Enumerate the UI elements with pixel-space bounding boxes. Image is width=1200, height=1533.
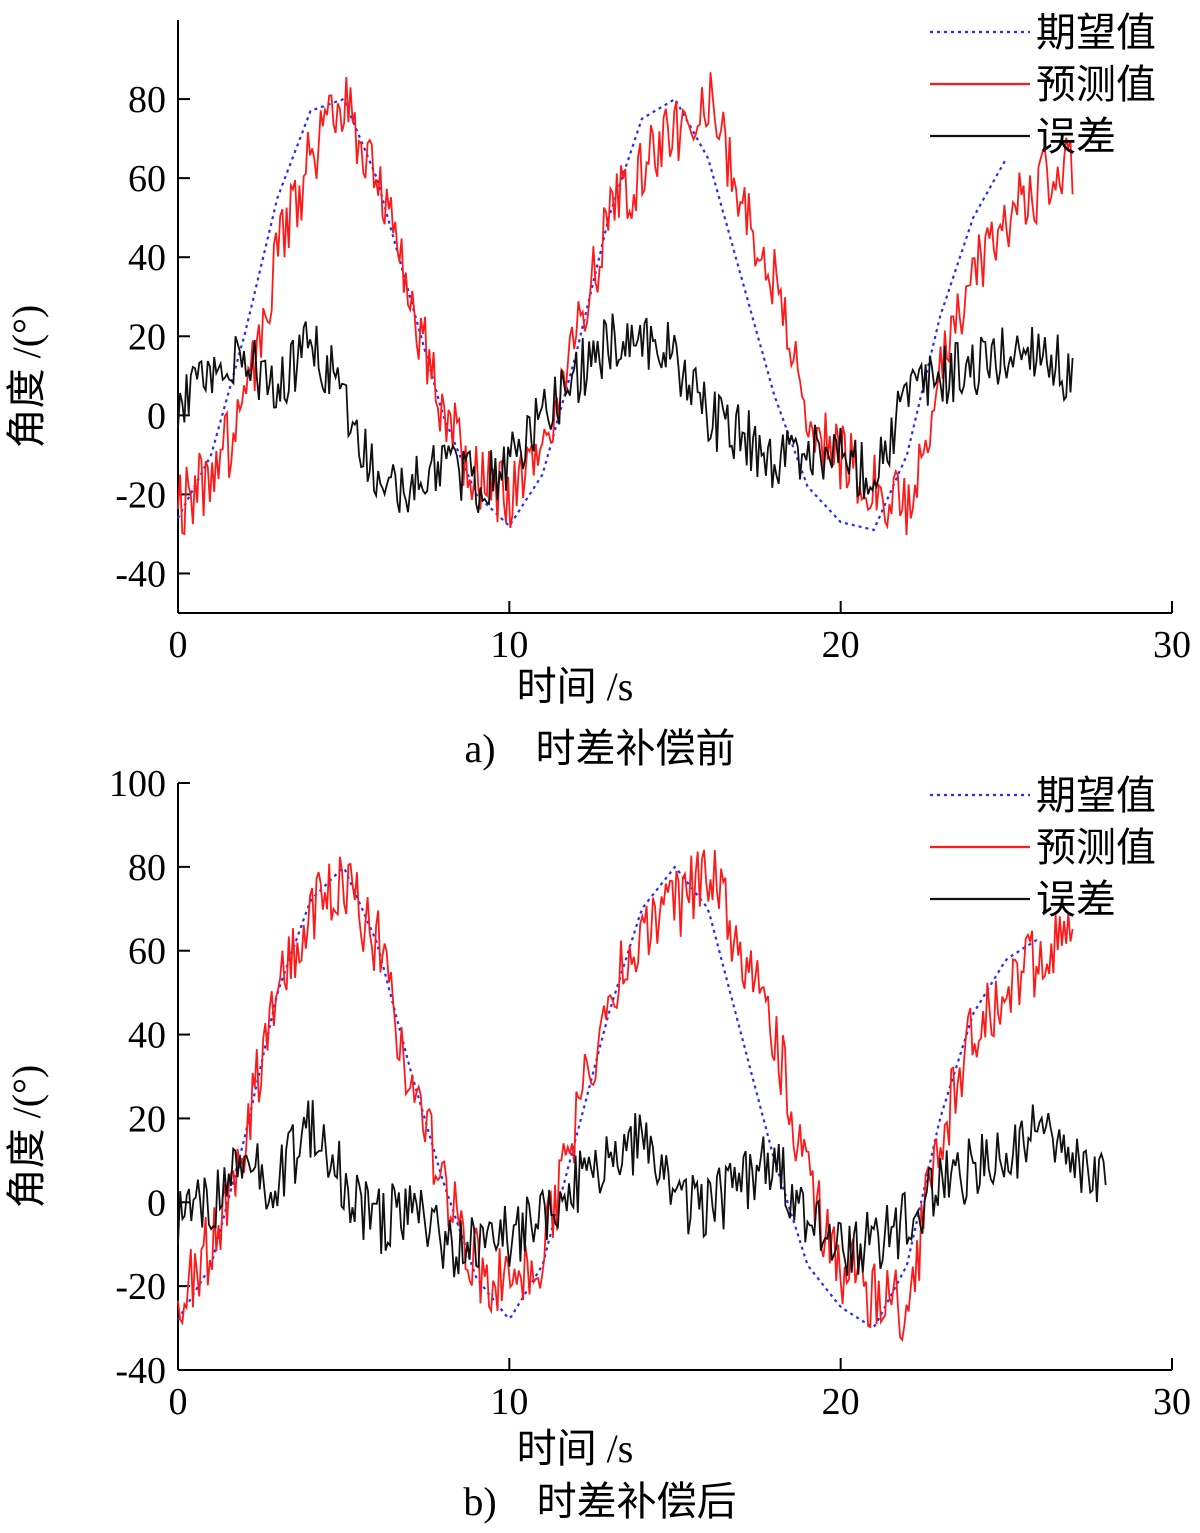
- x-tick-label: 20: [822, 624, 860, 666]
- series-line-predicted: [177, 72, 1074, 536]
- y-tick-label: 60: [128, 931, 166, 973]
- y-tick-label: 20: [128, 1098, 166, 1140]
- legend-label: 期望值: [1036, 773, 1156, 818]
- y-tick-label: 40: [128, 237, 166, 279]
- y-axis-label: 角度 /(°): [4, 1065, 49, 1209]
- y-tick-label: 0: [147, 395, 166, 437]
- series-line-error: [177, 1100, 1107, 1278]
- y-tick-label: 100: [109, 763, 166, 805]
- legend-label: 预测值: [1036, 62, 1156, 107]
- y-axis-label: 角度 /(°): [4, 305, 49, 449]
- x-tick-label: 10: [490, 624, 528, 666]
- x-tick-label: 30: [1153, 1381, 1191, 1423]
- series-line-error: [177, 313, 1074, 514]
- chart-caption: b) 时差补偿后: [463, 1479, 736, 1524]
- y-tick-label: -20: [115, 474, 166, 516]
- y-tick-label: -40: [115, 1350, 166, 1392]
- y-tick-label: 0: [147, 1182, 166, 1224]
- chart-caption: a) 时差补偿前: [464, 726, 735, 771]
- chart-panel-a: 0 10 20 30 -40 -20 0 20 40 60 80 时间 /s 角度 /(°) a) 时差补…: [4, 10, 1191, 771]
- x-tick-label: 30: [1153, 624, 1191, 666]
- y-tick-label: 80: [128, 847, 166, 889]
- x-axis-label: 时间 /s: [517, 1426, 634, 1471]
- y-tick-label: -20: [115, 1266, 166, 1308]
- legend-label: 预测值: [1036, 825, 1156, 870]
- series-line-predicted: [177, 849, 1074, 1342]
- y-tick-label: 80: [128, 79, 166, 121]
- x-tick-label: 20: [822, 1381, 860, 1423]
- x-tick-label: 10: [490, 1381, 528, 1423]
- x-axis-label: 时间 /s: [517, 664, 634, 709]
- chart-panel-b: 0 10 20 30 -40 -20 0 20 40 60 80 100 时间 /s 角度 /(°) b) …: [4, 763, 1191, 1524]
- x-tick-label: 0: [169, 1381, 188, 1423]
- legend-label: 误差: [1036, 114, 1116, 159]
- legend-label: 误差: [1036, 877, 1116, 922]
- y-tick-label: 20: [128, 316, 166, 358]
- y-tick-label: -40: [115, 553, 166, 595]
- x-tick-label: 0: [169, 624, 188, 666]
- y-tick-label: 60: [128, 158, 166, 200]
- legend-label: 期望值: [1036, 10, 1156, 55]
- series-line-expected: [177, 97, 1008, 532]
- y-tick-label: 40: [128, 1015, 166, 1057]
